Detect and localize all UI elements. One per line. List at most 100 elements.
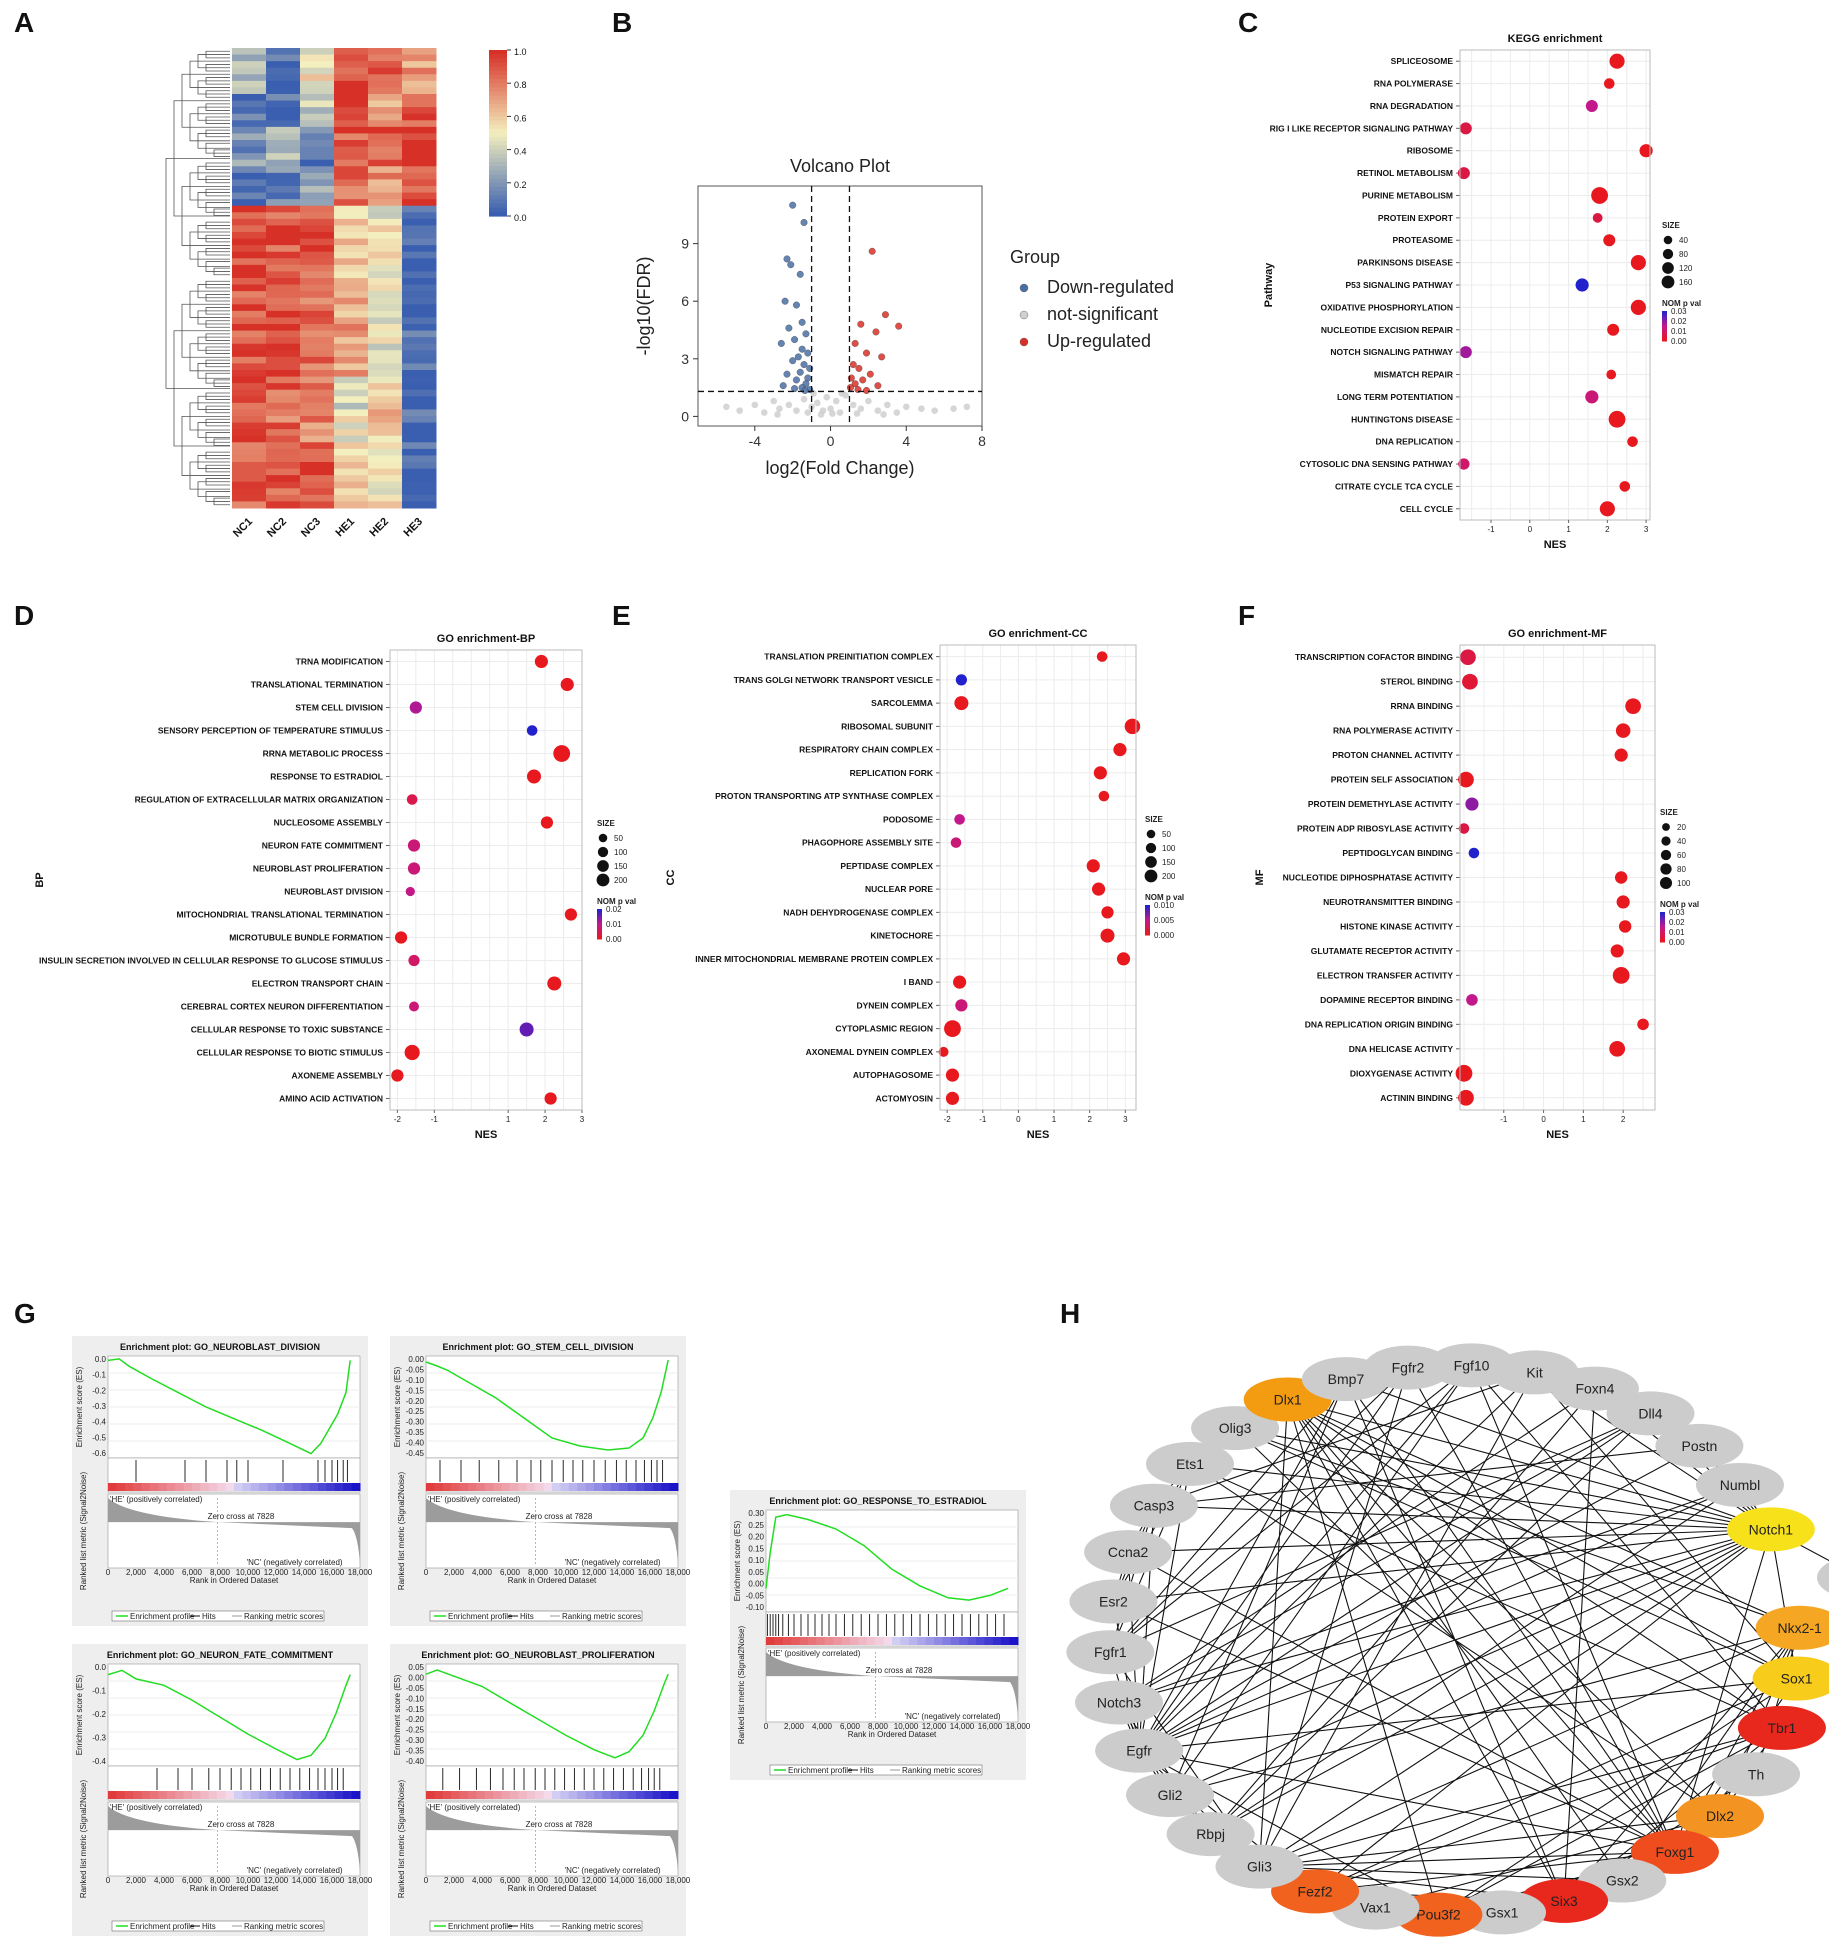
network-node-label: Esr2: [1099, 1594, 1128, 1610]
colorbar-segment: [489, 116, 507, 122]
heatmap-cell: [368, 291, 403, 299]
heatmap-cell: [266, 225, 301, 233]
rank-color-segment: [1009, 1637, 1019, 1645]
rank-color-segment: [984, 1637, 994, 1645]
heatmap-cell: [300, 264, 335, 272]
size-legend-dot: [1661, 275, 1675, 289]
network-node-rbpj: [1166, 1812, 1255, 1857]
color-legend-segment: [1660, 919, 1665, 922]
rank-color-segment: [116, 1791, 126, 1799]
heatmap-cell: [402, 402, 437, 410]
term-label: ELECTRON TRANSPORT CHAIN: [252, 979, 383, 989]
heatmap-cell: [402, 494, 437, 502]
rank-color-segment: [442, 1483, 452, 1491]
volcano-point: [902, 403, 910, 411]
heatmap-cell: [232, 133, 267, 141]
term-label: RRNA BINDING: [1391, 701, 1454, 711]
network-edge: [1210, 1528, 1772, 1835]
heatmap-cell: [334, 100, 369, 108]
term-label: DNA HELICASE ACTIVITY: [1349, 1044, 1454, 1054]
heatmap-cell: [402, 376, 437, 384]
heatmap-cell: [232, 199, 267, 207]
network-edge: [1314, 1528, 1772, 1892]
rank-tick-label: 18,000: [348, 1568, 373, 1577]
volcano-point: [760, 409, 768, 416]
rank-color-segment: [476, 1791, 486, 1799]
size-legend-label: 150: [614, 862, 628, 871]
volcano-plot-area: [697, 185, 983, 427]
rank-tick-label: 14,000: [292, 1876, 317, 1885]
heatmap-cell: [334, 475, 369, 483]
heatmap-cell: [402, 133, 437, 141]
es-tick-label: -0.10: [406, 1694, 425, 1703]
heatmap-cell: [402, 442, 437, 450]
volcano-panel: Volcano Plot -4 0 4 8 0 3 6 9 log2(Fold Change) -l…: [634, 156, 1174, 478]
color-legend-segment: [597, 927, 602, 929]
rank-tick-label: 2,000: [784, 1722, 805, 1731]
heatmap-cell: [402, 343, 437, 351]
rank-color-segment: [426, 1791, 435, 1799]
rank-tick-label: 0: [764, 1722, 769, 1731]
heatmap-cell: [300, 218, 335, 226]
heatmap-cell: [232, 212, 267, 220]
heatmap-cell: [232, 343, 267, 351]
heatmap-cell: [300, 370, 335, 378]
heatmap-cell: [232, 87, 267, 95]
heatmap-cell: [402, 54, 437, 62]
network-edge: [1287, 1399, 1676, 1853]
es-tick-label: -0.35: [406, 1747, 425, 1756]
size-legend-dot: [1662, 262, 1674, 274]
heatmap-cell: [266, 107, 301, 115]
term-label: NUCLEOTIDE DIPHOSPHATASE ACTIVITY: [1283, 873, 1454, 883]
heatmap-cell: [232, 192, 267, 200]
rank-color-segment: [661, 1791, 671, 1799]
enrichment-dot: [391, 1069, 404, 1082]
rank-color-segment: [774, 1637, 784, 1645]
term-label: ELECTRON TRANSFER ACTIVITY: [1317, 970, 1453, 980]
enrichment-dot: [1618, 920, 1632, 933]
network-edge: [1234, 1427, 1676, 1853]
colorbar-segment: [489, 153, 507, 159]
enrichment-dot: [1116, 952, 1131, 966]
color-legend-segment: [1660, 933, 1665, 935]
es-tick-label: -0.15: [406, 1705, 425, 1714]
enrichment-dot: [1627, 436, 1638, 447]
y-axis-title: CC: [665, 870, 677, 886]
heatmap-cell: [232, 356, 267, 364]
rank-color-segment: [259, 1483, 269, 1491]
rank-color-segment: [585, 1483, 595, 1491]
colorbar-tick-label: 1.0: [514, 47, 527, 57]
rank-color-segment: [518, 1483, 528, 1491]
heatmap-cell: [368, 363, 403, 371]
network-edge: [1169, 1528, 1772, 1796]
heatmap-cell: [334, 317, 369, 325]
network-edge: [1169, 1627, 1800, 1796]
volcano-point: [723, 403, 730, 411]
rank-color-segment: [992, 1637, 1002, 1645]
heatmap-cell: [368, 435, 403, 443]
rank-color-segment: [242, 1483, 252, 1491]
rank-color-segment: [426, 1483, 435, 1491]
heatmap-cell: [266, 284, 301, 292]
rank-color-segment: [892, 1637, 901, 1645]
rank-color-segment: [518, 1791, 528, 1799]
heatmap-cell: [402, 251, 437, 259]
size-legend-dot: [1663, 235, 1673, 245]
color-legend-label: 0.010: [1154, 901, 1175, 910]
size-legend-dot: [1661, 836, 1671, 846]
heatmap-cell: [368, 271, 403, 279]
heatmap-cell: [232, 94, 267, 102]
heatmap-cell: [266, 343, 301, 351]
heatmap-cell: [300, 435, 335, 443]
term-label: PROTON TRANSPORTING ATP SYNTHASE COMPLEX: [715, 791, 933, 801]
x-tick-label: -4: [749, 433, 762, 449]
heatmap-cell: [402, 159, 437, 167]
rank-color-segment: [124, 1791, 134, 1799]
x-tick-label: -2: [944, 1115, 952, 1124]
enrichment-dot: [1630, 255, 1646, 271]
rank-tick-label: 8,000: [528, 1568, 549, 1577]
heatmap-cell: [402, 140, 437, 148]
heatmap-cell: [368, 310, 403, 318]
heatmap-cell: [266, 61, 301, 69]
